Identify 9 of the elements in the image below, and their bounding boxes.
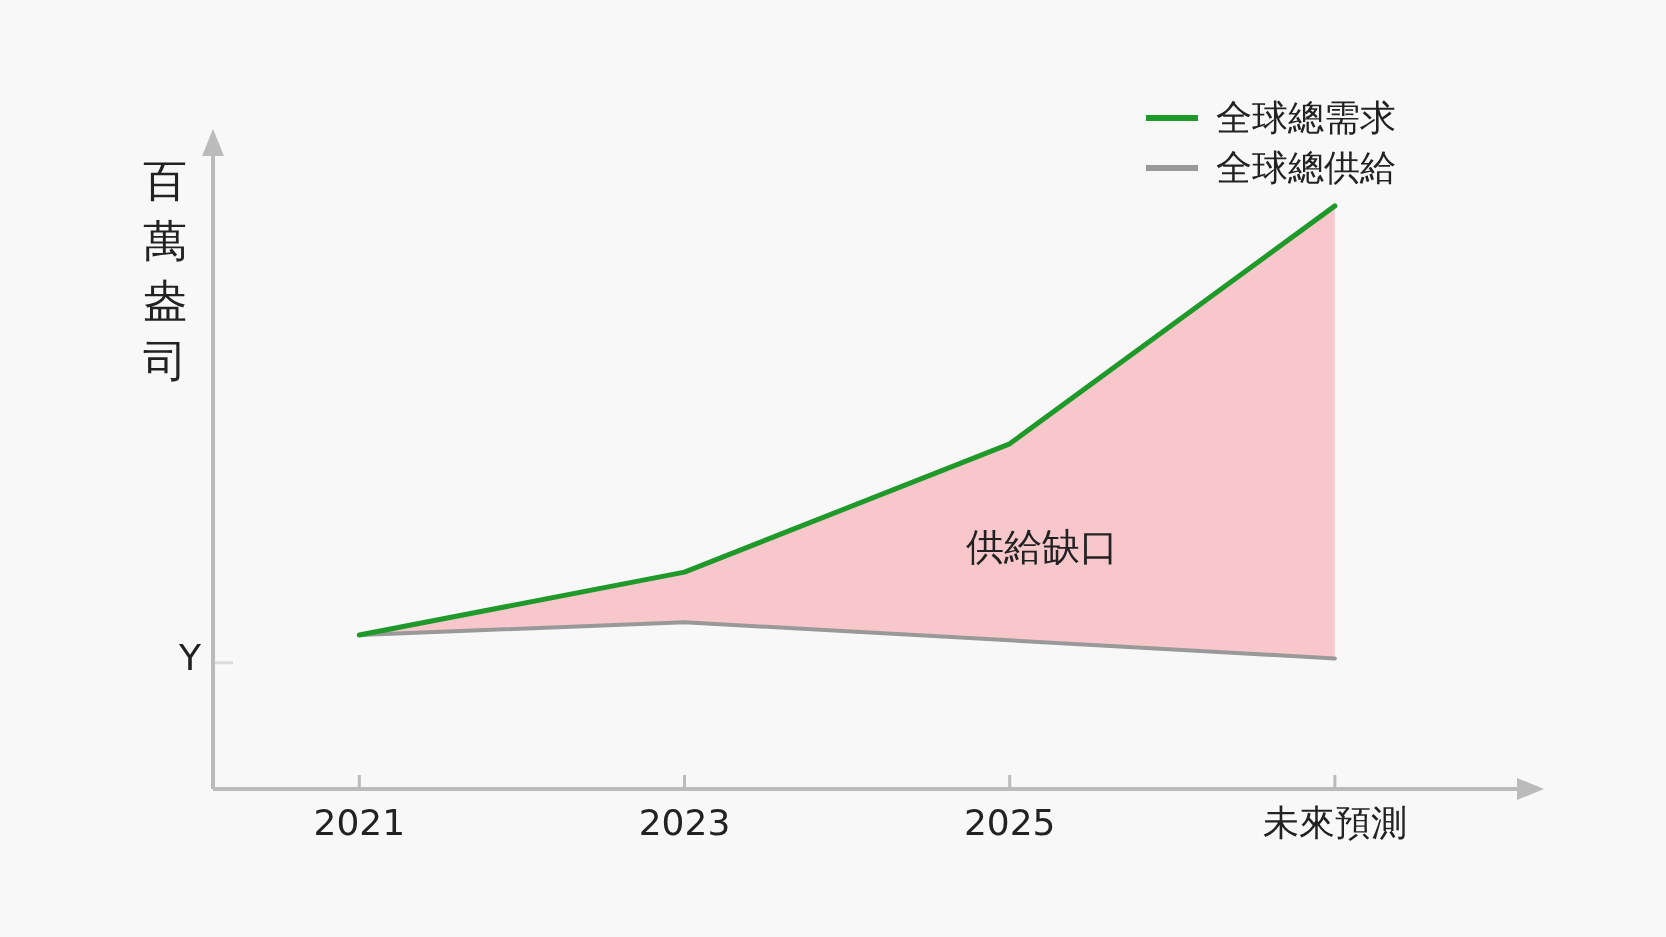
annotation: 供給缺口: [966, 524, 1119, 569]
y-axis-title: 百萬盎司: [143, 155, 187, 387]
legend-label: 全球總需求: [1216, 95, 1396, 140]
x-tick-label: 2023: [638, 802, 731, 844]
text: Y: [178, 637, 202, 679]
legend-label: 全球總供給: [1216, 145, 1396, 190]
x-tick-label: 未來預測: [1262, 802, 1407, 844]
x-tick-label: 2025: [963, 802, 1056, 844]
x-tick-label: 2021: [313, 802, 406, 844]
